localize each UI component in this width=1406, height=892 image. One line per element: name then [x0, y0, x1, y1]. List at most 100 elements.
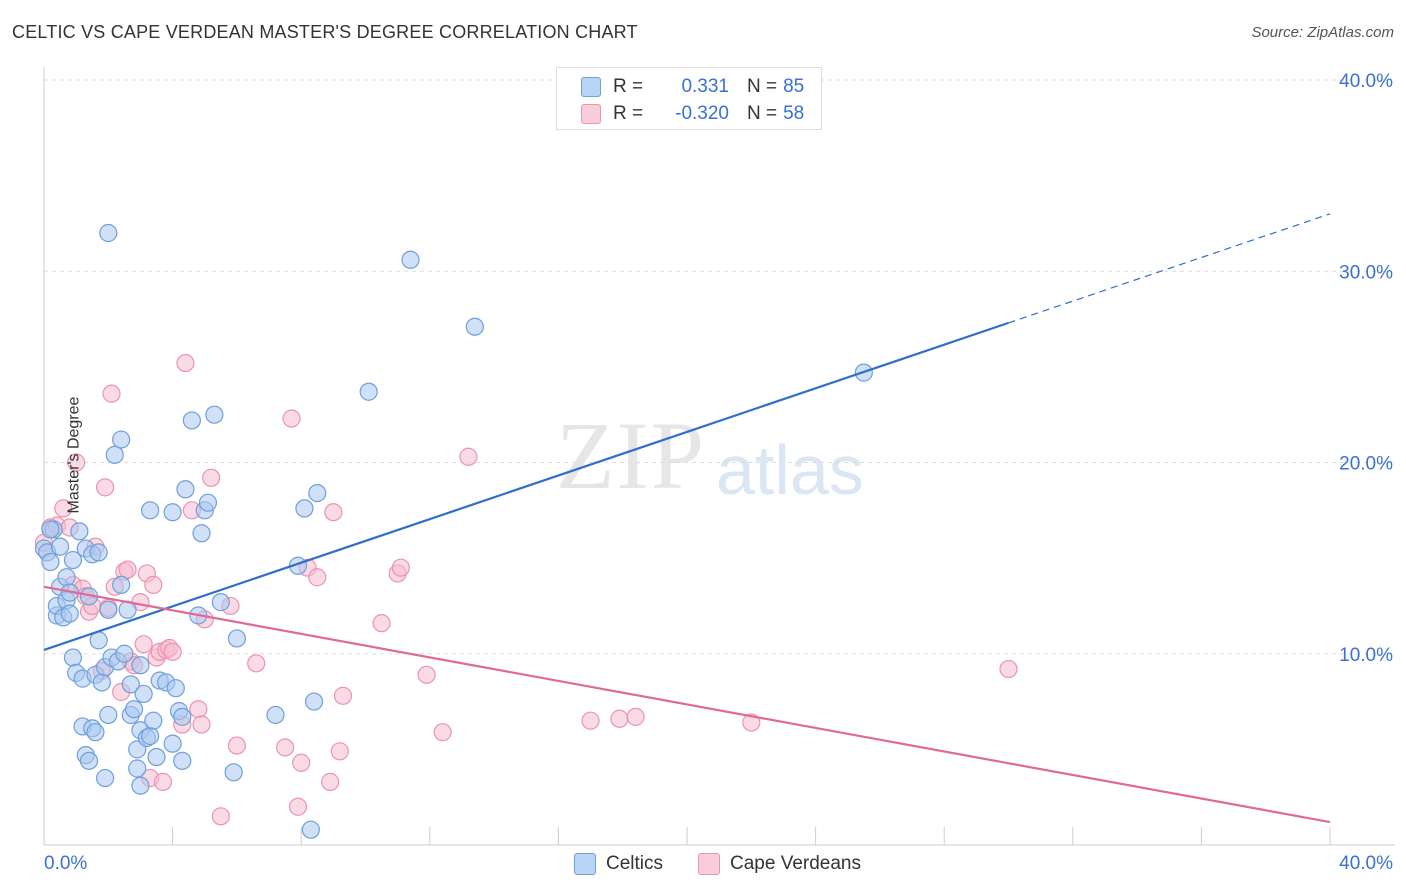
cape-verdeans-point [153, 772, 173, 791]
celtics-point [50, 537, 70, 556]
cape-verdeans-point [202, 468, 221, 487]
celtics-point [205, 405, 224, 424]
y-tick-label: 40.0% [1339, 71, 1393, 92]
cape-verdeans-point [581, 711, 600, 730]
cape-verdeans-point [54, 499, 73, 518]
celtics-point [134, 684, 153, 704]
cape-verdeans-point [324, 503, 343, 522]
legend-r-label: R = [613, 76, 644, 97]
celtics-point [128, 759, 147, 778]
cape-verdeans-point [189, 700, 208, 719]
cape-verdeans-point [610, 709, 629, 728]
celtics-point [176, 480, 195, 499]
celtics-point [131, 656, 150, 675]
legend-n-value: 85 [783, 76, 805, 97]
cape-verdeans-point [626, 707, 645, 726]
celtics-point [211, 593, 230, 612]
cape-verdeans-point [95, 478, 115, 497]
cape-verdeans-point [308, 568, 327, 587]
celtics-point [140, 501, 160, 520]
celtics-point [70, 522, 89, 541]
cape-verdeans-point [333, 686, 353, 705]
cape-verdeans-point [999, 659, 1018, 679]
celtics-swatch [581, 77, 601, 97]
cape-verdeans-point [276, 738, 295, 757]
y-tick-label: 10.0% [1339, 645, 1393, 666]
legend-r-value: 0.331 [681, 76, 729, 97]
celtics-point [99, 600, 118, 619]
bottom-legend-celtics: Celtics [574, 852, 663, 876]
celtics-point [89, 543, 108, 562]
legend-r-label: R = [613, 103, 644, 124]
celtics-point [99, 223, 118, 243]
legend-row-celtics: R = 0.331 N = 85 [581, 75, 804, 99]
watermark-atlas: atlas [716, 431, 864, 509]
celtics-point [144, 711, 163, 730]
celtics-point [173, 751, 192, 770]
celtics-point [63, 550, 83, 570]
legend-n-value: 58 [783, 103, 805, 124]
cape-verdeans-point [247, 654, 266, 673]
celtics-point [140, 726, 160, 746]
cape-verdeans-legend-label: Cape Verdeans [730, 853, 861, 874]
celtics-point [295, 499, 314, 518]
cape-verdeans-point [227, 736, 246, 755]
celtics-point [63, 648, 83, 667]
celtics-point [359, 382, 378, 401]
watermark-zip: ZIP [556, 402, 706, 509]
celtics-point [173, 707, 192, 726]
cape-verdeans-point [163, 642, 182, 661]
chart-title: CELTIC VS CAPE VERDEAN MASTER'S DEGREE C… [12, 22, 638, 42]
celtics-point [60, 604, 79, 623]
cape-verdeans-trend-line [43, 585, 1331, 824]
celtics-point [115, 644, 134, 663]
cape-verdeans-point [192, 715, 211, 734]
cape-verdeans-point [459, 447, 478, 466]
bottom-legend-cape-verdeans: Cape Verdeans [698, 852, 861, 876]
cape-verdeans-point [742, 713, 761, 732]
cape-verdeans-swatch [581, 104, 601, 124]
celtics-legend-label: Celtics [606, 853, 664, 874]
legend-n-label: N = [747, 76, 778, 97]
celtics-point [41, 552, 60, 572]
cape-verdeans-point [144, 575, 163, 595]
legend-row-cape-verdeans: R = -0.320 N = 58 [581, 102, 804, 126]
celtics-point [301, 820, 320, 839]
celtics-point [99, 705, 118, 725]
cape-verdeans-point [118, 560, 137, 579]
celtics-point [95, 768, 115, 788]
cape-verdeans-point [282, 409, 301, 428]
celtics-point [147, 747, 166, 767]
cape-verdeans-point [288, 797, 308, 816]
x-tick-label-min: 0.0% [44, 853, 87, 874]
x-tick-label-max: 40.0% [1339, 853, 1393, 874]
stats-legend: R = 0.331 N = 85 R = -0.320 N = 58 [556, 67, 822, 130]
celtics-point [41, 520, 60, 539]
celtics-point [57, 568, 76, 587]
cape-verdeans-point [433, 723, 452, 742]
celtics-trend-line [43, 321, 1009, 651]
celtics-point [92, 673, 111, 692]
cape-verdeans-point [372, 614, 391, 633]
celtics-legend-swatch [574, 853, 596, 875]
celtics-point [192, 524, 211, 543]
celtics-point [105, 445, 124, 464]
celtics-point [227, 629, 246, 648]
celtics-point [224, 763, 243, 782]
cape-verdeans-point [391, 558, 410, 577]
cape-verdeans-point [134, 635, 153, 654]
celtics-point [112, 430, 131, 449]
celtics-trend-extension [1008, 213, 1331, 324]
y-tick-label: 20.0% [1339, 454, 1393, 475]
celtics-point [266, 705, 285, 725]
source-note: Source: ZipAtlas.com [1251, 24, 1394, 41]
cape-verdeans-point [330, 742, 349, 761]
celtics-point [182, 411, 201, 430]
cape-verdeans-point [102, 384, 121, 403]
cape-verdeans-legend-swatch [698, 853, 720, 875]
legend-n-label: N = [747, 103, 778, 124]
celtics-point [112, 575, 131, 595]
cape-verdeans-point [67, 453, 86, 472]
celtics-point [86, 723, 105, 742]
